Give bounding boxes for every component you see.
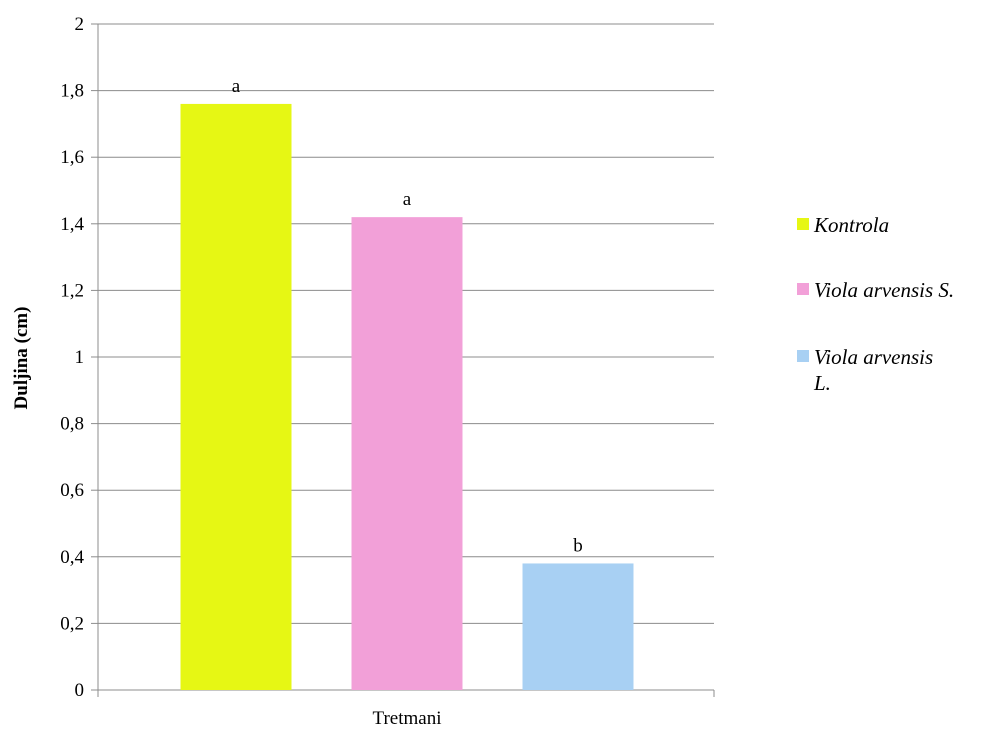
y-tick-label: 1 bbox=[75, 347, 85, 368]
x-axis-title: Tretmani bbox=[373, 708, 442, 729]
legend-swatch bbox=[797, 218, 809, 230]
bar bbox=[522, 563, 634, 690]
y-tick-label: 0 bbox=[75, 680, 85, 701]
bar bbox=[180, 103, 292, 691]
y-tick-labels: 0 0,2 0,4 0,6 0,8 1 1,2 1,4 1,6 1,8 2 bbox=[60, 14, 84, 701]
y-tick-label: 0,2 bbox=[60, 613, 84, 634]
y-tick-label: 1,8 bbox=[60, 81, 84, 102]
y-axis-title: Duljina (cm) bbox=[11, 307, 32, 410]
y-tick-label: 1,6 bbox=[60, 147, 84, 168]
legend-swatch bbox=[797, 350, 809, 362]
legend-label: Kontrola bbox=[813, 213, 889, 237]
y-tick-label: 0,4 bbox=[60, 547, 84, 568]
data-label: a bbox=[403, 189, 412, 210]
y-tick-label: 0,8 bbox=[60, 414, 84, 435]
legend-label: Viola arvensis S. bbox=[814, 278, 954, 302]
legend: Kontrola Viola arvensis S. Viola arvensis L… bbox=[797, 213, 954, 395]
bar bbox=[351, 217, 463, 690]
y-tick-label: 2 bbox=[75, 14, 85, 35]
y-tick-label: 1,4 bbox=[60, 214, 84, 235]
bars bbox=[180, 103, 634, 691]
y-tick-label: 0,6 bbox=[60, 480, 84, 501]
data-label: a bbox=[232, 76, 241, 97]
data-label: b bbox=[573, 535, 583, 556]
legend-label: Viola arvensis L. bbox=[813, 345, 933, 395]
legend-swatch bbox=[797, 283, 809, 295]
y-tick-label: 1,2 bbox=[60, 280, 84, 301]
data-labels: a a b bbox=[232, 76, 583, 557]
